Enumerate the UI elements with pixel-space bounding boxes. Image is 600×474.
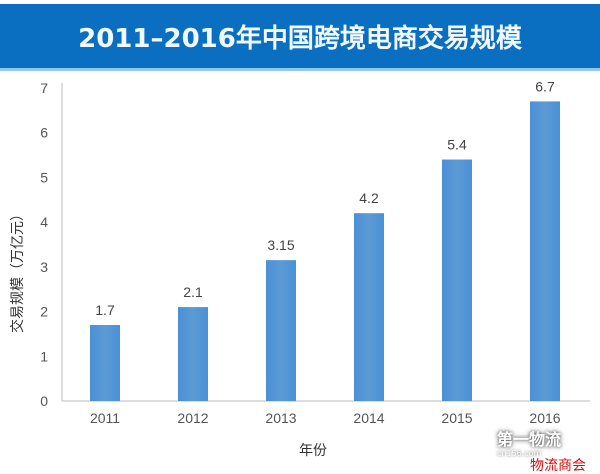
x-axis-label: 年份	[299, 443, 327, 459]
y-tick-label: 1	[40, 348, 48, 364]
data-label: 5.4	[447, 137, 467, 153]
y-tick-label: 4	[40, 214, 48, 230]
bar-2012	[178, 307, 208, 401]
bar-2016	[530, 101, 560, 402]
bar-2014	[354, 213, 384, 401]
title-banner: 2011–2016年中国跨境电商交易规模	[0, 4, 600, 71]
y-axis-label: 交易规模（万亿元）	[9, 207, 26, 333]
x-tick-label: 2014	[353, 410, 384, 426]
y-tick-label: 0	[40, 393, 48, 409]
data-label: 1.7	[95, 302, 115, 318]
x-tick-label: 2012	[177, 410, 208, 426]
bar-2011	[90, 324, 120, 401]
watermark-logo: 第一物流	[497, 430, 562, 449]
y-tick-label: 6	[40, 125, 48, 141]
x-tick-label: 2016	[529, 410, 560, 426]
x-tick-label: 2013	[265, 410, 296, 426]
y-tick-label: 3	[40, 259, 48, 275]
data-label: 3.15	[267, 237, 294, 253]
watermark-text: 物流商会	[530, 458, 586, 474]
x-tick-label: 2011	[90, 410, 120, 426]
data-label: 4.2	[359, 190, 379, 206]
y-tick-label: 2	[40, 304, 48, 320]
y-tick-label: 5	[40, 169, 48, 185]
y-tick-label: 7	[40, 80, 48, 96]
data-label: 2.1	[183, 284, 203, 300]
bar-2015	[442, 159, 472, 401]
data-label: 6.7	[535, 78, 555, 94]
x-tick-label: 2015	[441, 410, 472, 426]
bar-2013	[266, 260, 296, 401]
chart-title: 2011–2016年中国跨境电商交易规模	[78, 23, 522, 54]
watermark-logo-sub: cn156.com	[497, 449, 542, 458]
